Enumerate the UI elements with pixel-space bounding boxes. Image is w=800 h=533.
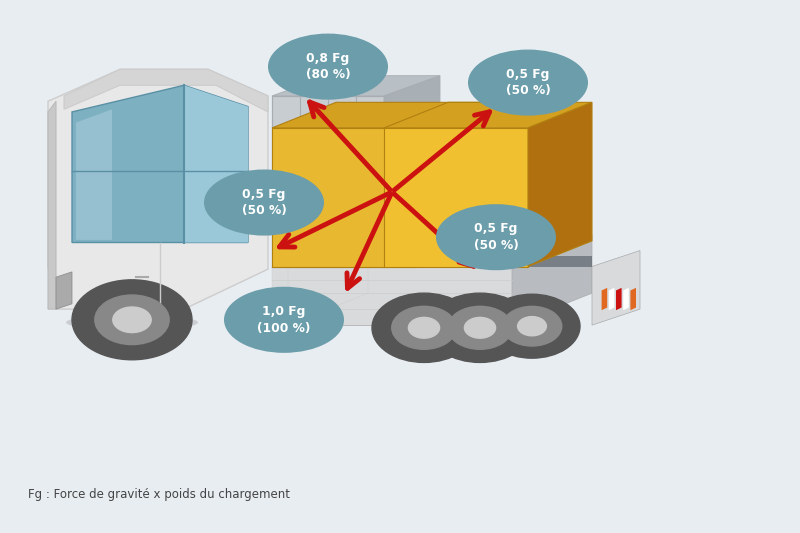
- Circle shape: [113, 307, 151, 333]
- Polygon shape: [272, 128, 416, 266]
- Ellipse shape: [224, 287, 344, 353]
- Polygon shape: [384, 102, 592, 128]
- Polygon shape: [384, 128, 528, 266]
- Polygon shape: [76, 109, 112, 240]
- Polygon shape: [272, 76, 440, 96]
- Circle shape: [518, 317, 546, 336]
- Polygon shape: [602, 288, 607, 310]
- Circle shape: [448, 306, 512, 349]
- Polygon shape: [512, 235, 592, 325]
- Polygon shape: [384, 76, 440, 266]
- Polygon shape: [56, 272, 72, 309]
- Circle shape: [464, 317, 496, 338]
- Text: 0,5 Fg
(50 %): 0,5 Fg (50 %): [474, 222, 518, 252]
- Ellipse shape: [204, 169, 324, 236]
- Circle shape: [392, 306, 456, 349]
- Ellipse shape: [268, 34, 388, 100]
- Polygon shape: [272, 102, 480, 128]
- Circle shape: [484, 294, 580, 358]
- Text: 0,5 Fg
(50 %): 0,5 Fg (50 %): [242, 188, 286, 217]
- Polygon shape: [272, 266, 512, 325]
- Circle shape: [408, 317, 440, 338]
- Polygon shape: [592, 251, 640, 325]
- Circle shape: [428, 293, 532, 362]
- Polygon shape: [272, 235, 352, 325]
- Polygon shape: [272, 256, 592, 266]
- Polygon shape: [280, 238, 576, 266]
- Polygon shape: [72, 85, 248, 243]
- Polygon shape: [528, 102, 592, 266]
- Polygon shape: [184, 85, 248, 243]
- Polygon shape: [48, 69, 268, 309]
- Polygon shape: [48, 101, 56, 309]
- Polygon shape: [630, 288, 636, 310]
- Polygon shape: [616, 288, 622, 310]
- Text: 0,8 Fg
(80 %): 0,8 Fg (80 %): [306, 52, 350, 82]
- Circle shape: [72, 280, 192, 360]
- Circle shape: [372, 293, 476, 362]
- Ellipse shape: [468, 50, 588, 116]
- Text: Fg : Force de gravité x poids du chargement: Fg : Force de gravité x poids du chargem…: [28, 488, 290, 501]
- Polygon shape: [416, 102, 480, 266]
- Polygon shape: [64, 69, 268, 112]
- Polygon shape: [609, 288, 614, 310]
- Polygon shape: [272, 235, 592, 266]
- Polygon shape: [272, 96, 384, 266]
- Ellipse shape: [436, 204, 556, 270]
- Circle shape: [94, 295, 170, 344]
- Polygon shape: [288, 235, 368, 325]
- Text: 1,0 Fg
(100 %): 1,0 Fg (100 %): [258, 305, 310, 335]
- Ellipse shape: [66, 314, 198, 330]
- Polygon shape: [623, 288, 629, 310]
- Text: 0,5 Fg
(50 %): 0,5 Fg (50 %): [506, 68, 550, 98]
- Circle shape: [502, 306, 562, 346]
